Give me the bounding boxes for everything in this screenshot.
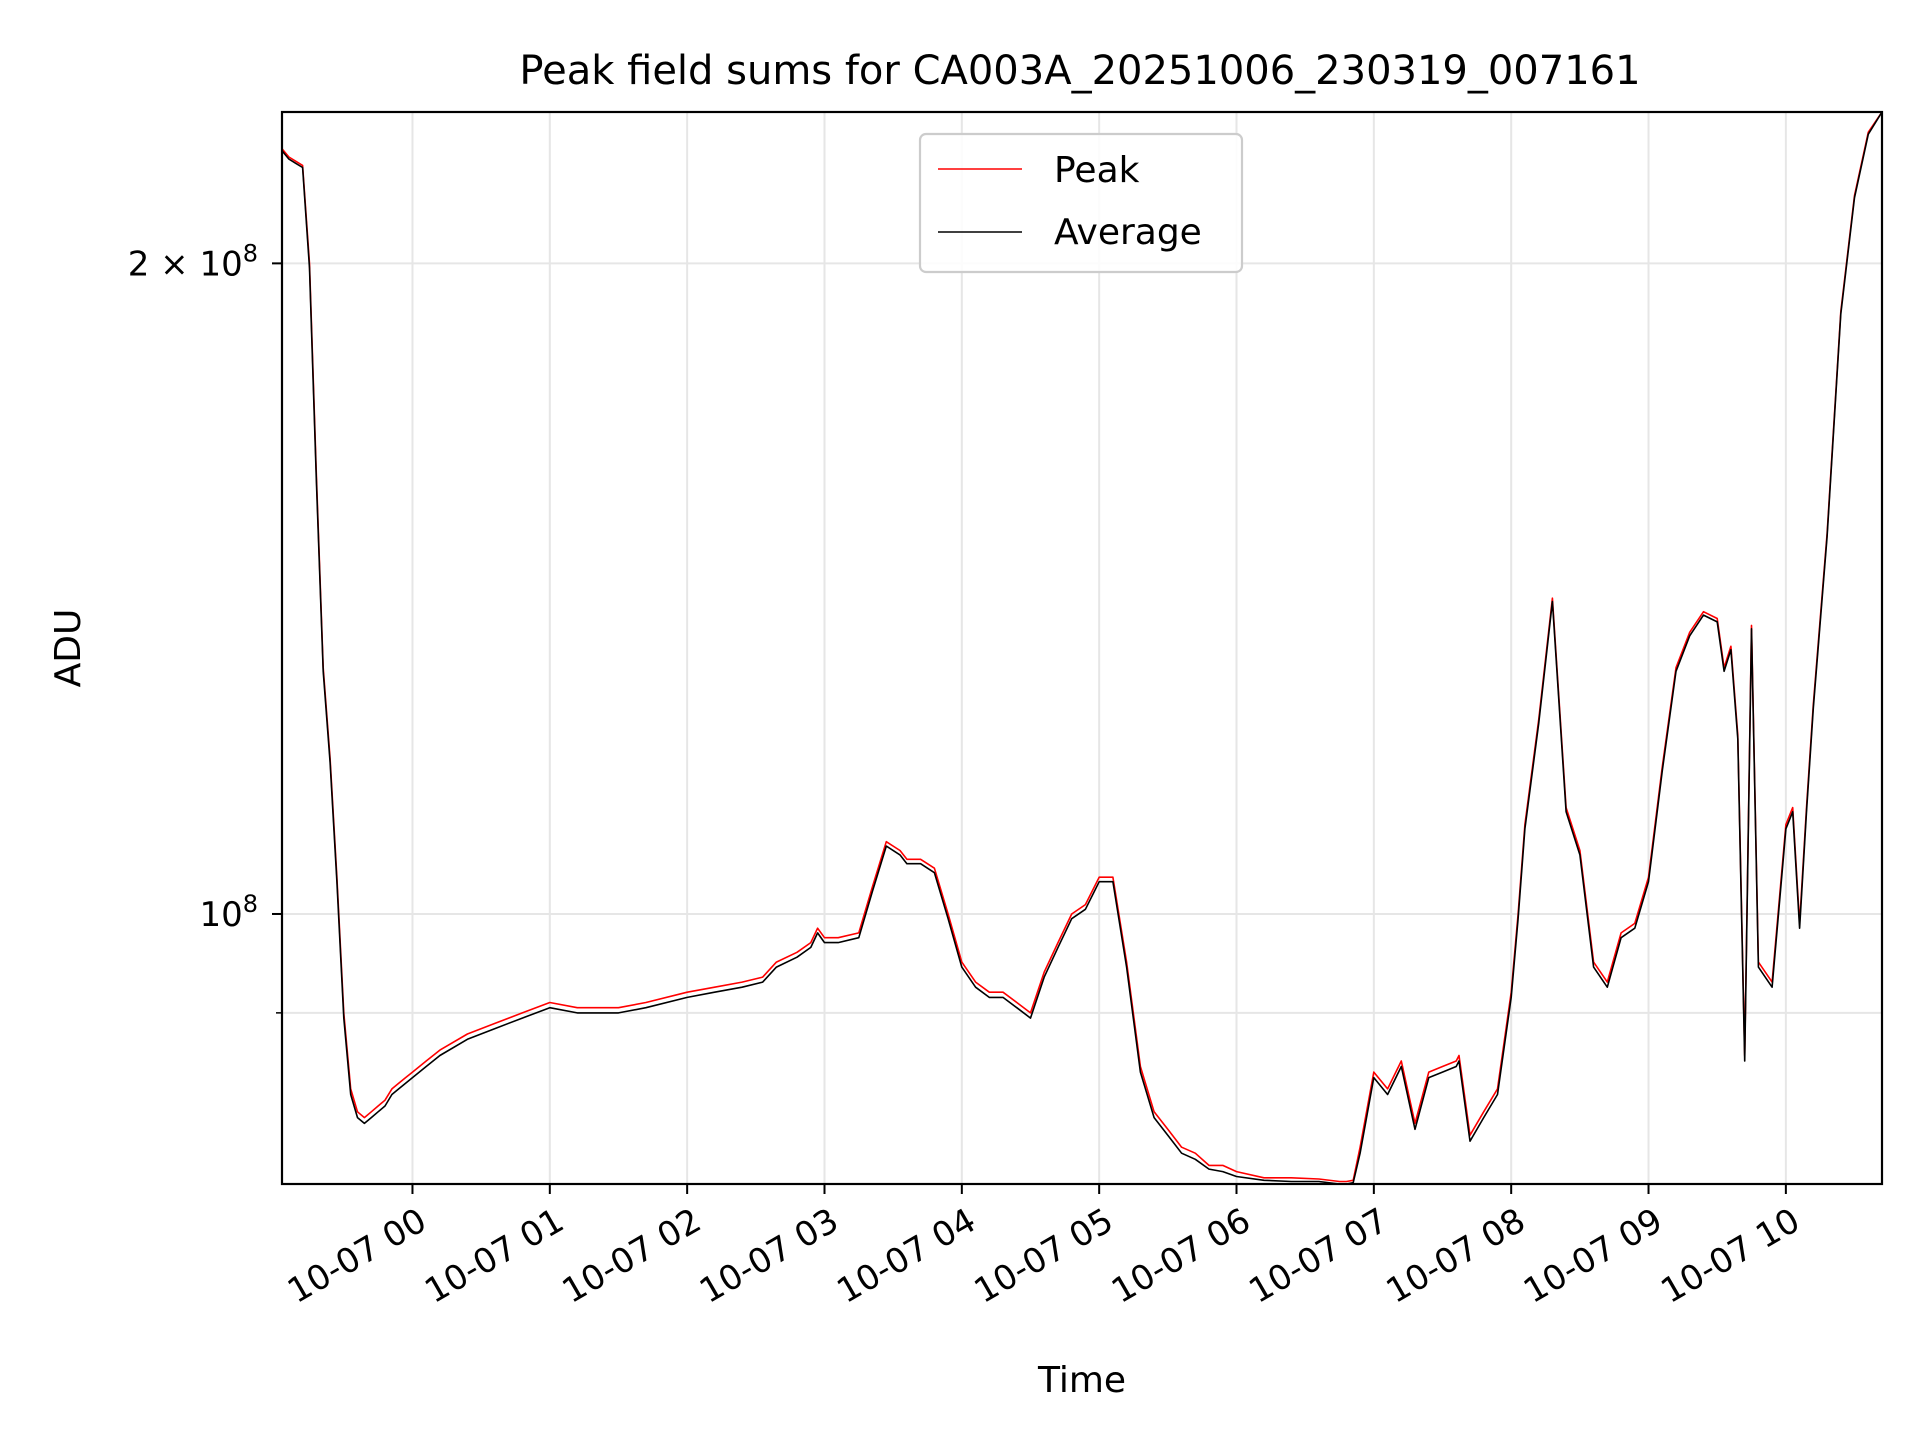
y-tick-label: 108: [199, 890, 258, 935]
series-lines: [282, 112, 1882, 1184]
legend-label-peak: Peak: [1054, 150, 1140, 191]
grid-lines: [282, 112, 1882, 1184]
legend: Peak Average: [918, 132, 1244, 274]
plot-background: [282, 112, 1882, 1184]
plot-frame: [280, 110, 1884, 1186]
chart-title: Peak field sums for CA003A_20251006_2303…: [519, 48, 1640, 94]
y-tick-label: 2 × 108: [128, 239, 258, 284]
y-axis-ticks: 108 2 × 108: [128, 239, 282, 1014]
legend-label-average: Average: [1054, 212, 1202, 253]
series-line-average: [282, 112, 1882, 1184]
y-axis-label: ADU: [48, 609, 89, 688]
x-axis-label: Time: [1037, 1360, 1126, 1401]
